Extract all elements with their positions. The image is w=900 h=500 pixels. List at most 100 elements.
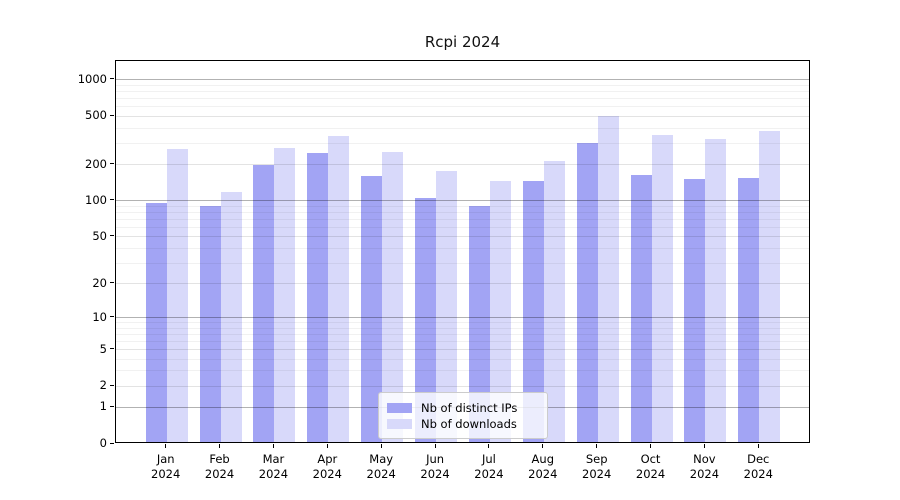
gridline	[116, 333, 809, 335]
gridline	[116, 226, 809, 228]
y-tick-label: 1000	[77, 71, 107, 86]
x-tick-label: Oct 2024	[635, 452, 666, 481]
y-tick-mark	[110, 78, 114, 80]
gridline	[116, 115, 809, 117]
x-tick-label: Apr 2024	[312, 452, 342, 481]
y-tick-mark	[110, 384, 114, 386]
x-tick-mark	[165, 444, 167, 448]
x-tick-label: Nov 2024	[689, 452, 720, 481]
y-tick-label: 0	[99, 436, 107, 450]
gridline	[116, 98, 809, 100]
x-tick-mark	[757, 444, 759, 448]
x-tick-label: Sep 2024	[582, 452, 612, 481]
gridline	[116, 218, 809, 220]
y-tick-label: 100	[85, 192, 107, 207]
bar-downloads-sep	[597, 115, 619, 442]
gridline	[116, 200, 809, 202]
gridline	[116, 91, 809, 93]
bar-distinct-ips-sep	[576, 143, 598, 442]
y-tick-label: 20	[92, 275, 107, 290]
bar-distinct-ips-jul	[468, 206, 490, 442]
y-tick-label: 2	[99, 378, 107, 393]
bar-downloads-aug	[543, 160, 565, 442]
gridline	[116, 340, 809, 342]
x-tick-mark	[380, 444, 382, 448]
gridline	[116, 142, 809, 144]
legend-swatch-downloads	[387, 418, 412, 429]
bar-distinct-ips-jun	[415, 198, 437, 442]
gridline	[116, 164, 809, 166]
legend-label-distinct-ips: Nb of distinct IPs	[421, 400, 518, 415]
gridline	[116, 247, 809, 249]
bar-distinct-ips-dec	[738, 178, 760, 442]
y-tick-label: 5	[99, 341, 107, 356]
x-tick-mark	[488, 444, 490, 448]
bar-downloads-mar	[274, 148, 296, 442]
x-tick-mark	[326, 444, 328, 448]
gridline	[116, 358, 809, 360]
bar-downloads-nov	[705, 138, 727, 442]
y-tick-label: 500	[85, 108, 107, 123]
bar-downloads-oct	[651, 134, 673, 442]
y-tick-mark	[110, 282, 114, 284]
gridline	[116, 322, 809, 324]
y-tick-mark	[110, 405, 114, 407]
y-tick-mark	[110, 316, 114, 318]
gridline	[116, 327, 809, 329]
gridline	[116, 370, 809, 372]
y-tick-mark	[110, 235, 114, 237]
bar-downloads-feb	[220, 192, 242, 442]
x-tick-mark	[219, 444, 221, 448]
legend-swatch-distinct-ips	[387, 402, 412, 413]
x-tick-mark	[596, 444, 598, 448]
bar-distinct-ips-apr	[307, 152, 329, 442]
legend-label-downloads: Nb of downloads	[421, 416, 517, 431]
x-tick-mark	[650, 444, 652, 448]
y-tick-mark	[110, 442, 114, 444]
bar-distinct-ips-aug	[522, 180, 544, 442]
x-tick-label: Mar 2024	[258, 452, 289, 481]
x-tick-label: Aug 2024	[528, 452, 558, 481]
y-tick-mark	[110, 348, 114, 350]
x-tick-label: Jun 2024	[420, 452, 450, 481]
bar-downloads-jan	[166, 149, 188, 442]
bar-downloads-jun	[436, 171, 458, 442]
bar-downloads-apr	[328, 135, 350, 442]
plot-area	[115, 60, 810, 443]
legend: Nb of distinct IPs Nb of downloads	[378, 392, 548, 439]
y-tick-label: 10	[92, 309, 107, 324]
x-tick-label: Jul 2024	[474, 452, 504, 481]
gridline	[116, 283, 809, 285]
bar-distinct-ips-feb	[199, 205, 221, 442]
gridline	[116, 211, 809, 213]
bar-downloads-jul	[489, 180, 511, 442]
bar-downloads-dec	[759, 130, 781, 442]
x-tick-label: Dec 2024	[743, 452, 773, 481]
y-tick-mark	[110, 199, 114, 201]
gridline	[116, 317, 809, 319]
gridline	[116, 79, 809, 81]
y-tick-mark	[110, 163, 114, 165]
gridline	[116, 236, 809, 238]
x-tick-mark	[434, 444, 436, 448]
x-tick-label: Jan 2024	[151, 452, 181, 481]
gridline	[116, 85, 809, 87]
x-tick-mark	[542, 444, 544, 448]
x-tick-mark	[272, 444, 274, 448]
bar-distinct-ips-oct	[630, 174, 652, 442]
bar-distinct-ips-may	[361, 175, 383, 442]
legend-item-downloads: Nb of downloads	[387, 416, 539, 431]
chart-title: Rcpi 2024	[424, 33, 501, 51]
gridline	[116, 349, 809, 351]
legend-item-distinct-ips: Nb of distinct IPs	[387, 400, 539, 415]
gridline	[116, 205, 809, 207]
bar-distinct-ips-mar	[253, 165, 275, 442]
gridline	[116, 385, 809, 387]
bar-distinct-ips-jan	[145, 203, 167, 442]
gridline	[116, 106, 809, 108]
y-tick-label: 50	[92, 228, 107, 243]
bar-downloads-may	[382, 152, 404, 442]
gridline	[116, 262, 809, 264]
bar-distinct-ips-nov	[684, 179, 706, 442]
